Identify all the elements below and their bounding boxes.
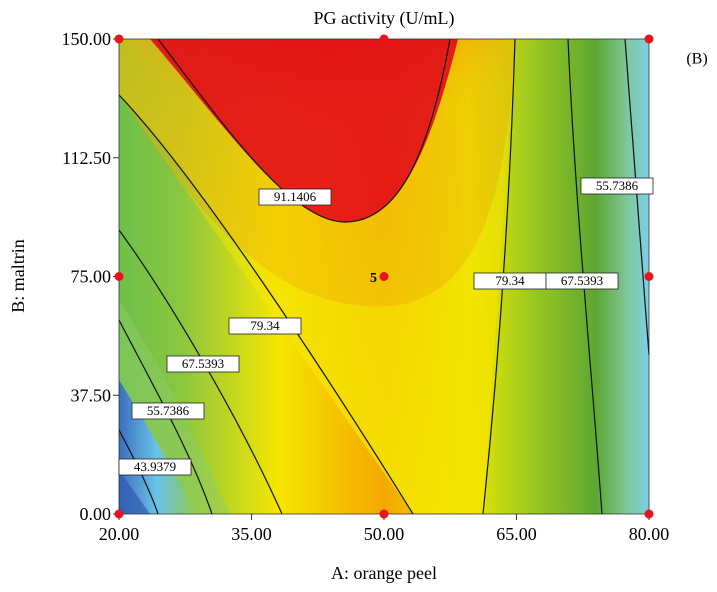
y-tick-label: 150.00 — [62, 29, 112, 49]
chart-title: PG activity (U/mL) — [314, 8, 455, 29]
x-tick-label: 35.00 — [231, 524, 272, 544]
contour-label-box — [258, 188, 332, 206]
design-point — [114, 272, 124, 281]
design-point — [379, 272, 389, 281]
contour-label-box — [118, 458, 192, 476]
annotation: (B) — [686, 51, 707, 68]
contour-label-box — [580, 177, 654, 195]
design-point — [379, 34, 389, 44]
design-point — [114, 34, 124, 44]
contour-label: 67.5393 — [561, 273, 603, 288]
y-tick-label: 75.00 — [71, 267, 112, 287]
design-point — [644, 34, 654, 44]
contour-line — [118, 94, 414, 515]
contour-label: 55.7386 — [596, 178, 639, 193]
contour-label: 79.34 — [250, 318, 280, 333]
x-tick-label: 65.00 — [496, 524, 537, 544]
surface — [119, 39, 649, 514]
y-axis-label: B: maltrin — [8, 239, 28, 313]
y-tick-label: 37.50 — [71, 385, 112, 405]
x-tick-label: 50.00 — [364, 524, 405, 544]
contour-label-box — [166, 355, 240, 373]
y-tick-label: 112.50 — [62, 148, 111, 168]
contour-label: 79.34 — [495, 273, 525, 288]
design-point — [644, 509, 654, 519]
center-replicates: 5 — [370, 271, 377, 286]
design-point — [644, 272, 654, 281]
contour-label-box — [131, 402, 205, 420]
contour-label: 55.7386 — [147, 403, 190, 418]
contour-label-box — [228, 317, 302, 335]
x-tick-label: 20.00 — [99, 524, 140, 544]
contour-label: 91.1406 — [274, 189, 317, 204]
design-point — [114, 509, 124, 519]
contour-label-box — [545, 272, 619, 290]
y-tick-label: 0.00 — [80, 504, 112, 524]
contour-line — [157, 38, 451, 223]
contour-label: 43.9379 — [134, 459, 176, 474]
design-point — [379, 509, 389, 519]
x-tick-label: 80.00 — [629, 524, 670, 544]
contour-line — [624, 38, 650, 356]
contour-label: 67.5393 — [182, 356, 224, 371]
x-axis-label: A: orange peel — [331, 563, 437, 583]
